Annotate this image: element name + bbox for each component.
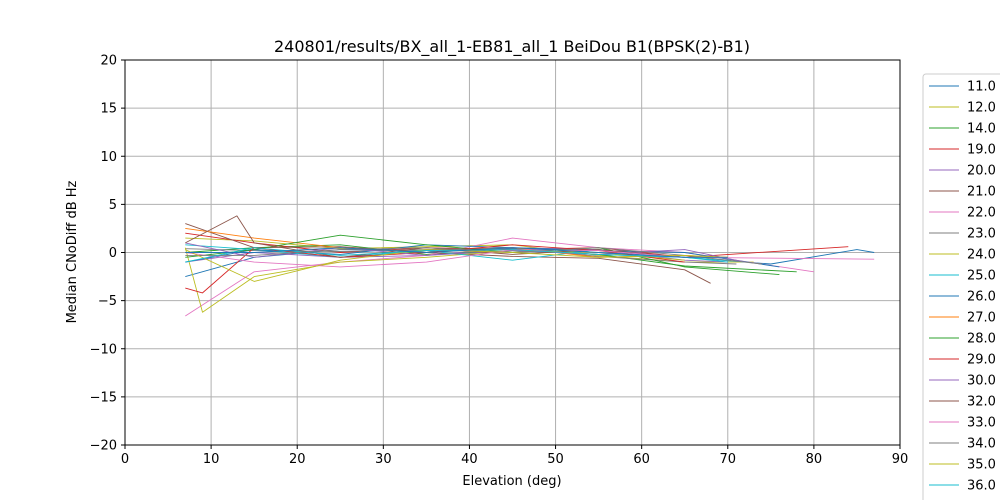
y-tick-label: 20 [100,54,117,69]
legend-label: 12.0 [967,101,996,116]
legend-label: 24.0 [967,248,996,263]
legend-label: 23.0 [967,227,996,242]
legend: 11.0 12.0 14.0 19.0 20.0 21.0 22.0 23.0 24.0 25.0… [922,73,1000,500]
legend-entry: 36.0 [929,479,996,494]
legend-label: 11.0 [967,80,996,95]
chart-title: 240801/results/BX_all_1-EB81_all_1 BeiDo… [274,37,750,57]
legend-label: 30.0 [967,374,996,389]
legend-entry: 24.0 [929,248,996,263]
x-tick-label: 10 [203,452,220,467]
x-tick-label: 90 [892,452,909,467]
x-tick-label: 0 [121,452,129,467]
x-tick-label: 30 [375,452,392,467]
legend-entry: 21.0 [929,185,996,200]
y-tick-label: −10 [90,342,117,357]
legend-label: 27.0 [967,311,996,326]
x-tick-label: 80 [806,452,823,467]
legend-label: 29.0 [967,353,996,368]
legend-entry: 20.0 [929,164,996,179]
y-axis-ticks: 20 15 10 5 0 −5 −10 −15 −20 [90,54,125,454]
legend-label: 33.0 [967,416,996,431]
series-line-22.0 [185,237,814,317]
legend-label: 22.0 [967,206,996,221]
legend-label: 28.0 [967,332,996,347]
legend-entry: 27.0 [929,311,996,326]
legend-entry: 12.0 [929,101,996,116]
series-lines [184,215,875,317]
legend-label: 34.0 [967,437,996,452]
legend-label: 26.0 [967,290,996,305]
legend-entry: 29.0 [929,353,996,368]
y-tick-label: 10 [100,150,117,165]
y-tick-label: −15 [90,390,117,405]
x-axis-label: Elevation (deg) [462,474,561,489]
series-line-30.0 [185,242,746,263]
series-line-20.0 [185,247,728,263]
x-tick-label: 20 [289,452,306,467]
x-tick-label: 70 [720,452,737,467]
legend-label: 32.0 [967,395,996,410]
series-line-24.0 [184,247,685,313]
legend-entry: 22.0 [929,206,996,221]
series-line-35.0 [185,249,728,282]
y-axis-label: Median CNoDiff dB Hz [65,180,80,323]
legend-entry: 25.0 [929,269,996,284]
legend-label: 21.0 [967,185,996,200]
legend-label: 19.0 [967,143,996,158]
legend-entry: 14.0 [929,122,996,137]
y-tick-label: 15 [100,102,117,117]
legend-box [922,73,1000,500]
x-tick-label: 50 [547,452,564,467]
series-line-37.0 [185,247,728,258]
x-tick-label: 60 [633,452,650,467]
legend-entry: 35.0 [929,458,996,473]
legend-entry: 19.0 [929,143,996,158]
legend-entry: 33.0 [929,416,996,431]
series-line-26.0 [185,244,780,268]
x-tick-label: 40 [461,452,478,467]
legend-entry: 34.0 [929,437,996,452]
legend-label: 14.0 [967,122,996,137]
y-tick-label: 0 [109,246,117,261]
legend-label: 36.0 [967,479,996,494]
legend-entry: 30.0 [929,374,996,389]
y-tick-label: −20 [90,439,117,454]
legend-label: 20.0 [967,164,996,179]
x-axis-ticks: 0 10 20 30 40 50 60 70 80 90 [121,445,908,467]
legend-entry: 23.0 [929,227,996,242]
legend-label: 25.0 [967,269,996,284]
legend-entry: 32.0 [929,395,996,410]
y-tick-label: 5 [109,198,117,213]
legend-label: 35.0 [967,458,996,473]
legend-entry: 26.0 [929,290,996,305]
y-tick-label: −5 [98,294,117,309]
legend-entry: 11.0 [929,80,996,95]
legend-entry: 28.0 [929,332,996,347]
